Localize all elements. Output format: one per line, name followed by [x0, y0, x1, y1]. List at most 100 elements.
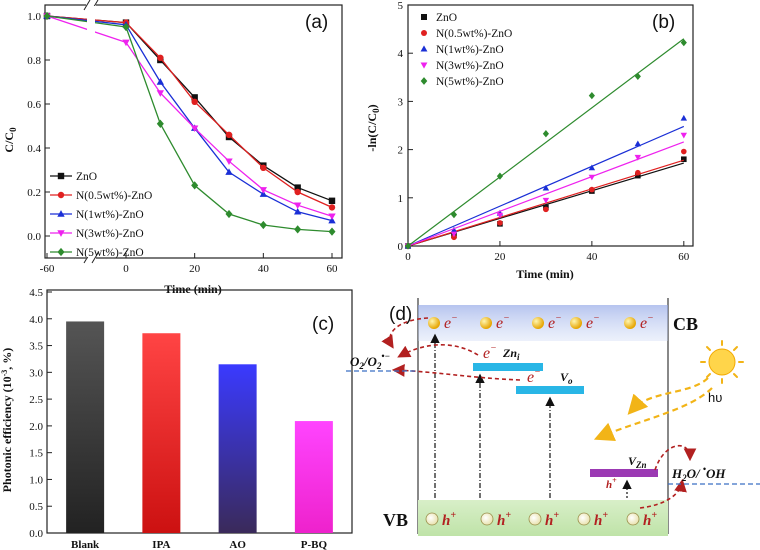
panel-b-y-axis-label: -ln(C/C0) [365, 104, 381, 151]
panel-a-point-2-6 [293, 207, 302, 215]
panel-a-ytick-label-4: 0.8 [27, 55, 41, 67]
zinc-vacancy-level [590, 469, 658, 477]
panel-c-y-axis-label: Photonic efficiency (10-3, %) [0, 348, 14, 493]
panel-a-degradation-plot: 0.0 0.2 0.4 0.6 0.8 1.0 -60 0 20 40 60 ZnO N(0.5wt%… [2, 0, 343, 296]
panel-a-point-1-7 [328, 204, 336, 211]
zn-i-label: Zni [502, 346, 520, 362]
panel-a-ytick-label-5: 1.0 [27, 11, 41, 23]
panel-c-ytick-label-1: 0.5 [29, 501, 43, 513]
o2-superoxide-label: O2/O2•− [350, 351, 390, 371]
panel-a-xtick-label-2: 20 [189, 263, 201, 275]
panel-b-legend-label-3: N(3wt%)-ZnO [436, 60, 504, 72]
hole-label-2: h+ [497, 510, 511, 529]
v-zn-hole: h+ [606, 476, 617, 491]
panel-a-label: (a) [305, 12, 328, 33]
panel-c-ytick-label-2: 1.0 [29, 474, 43, 486]
electron-dot-1 [428, 317, 440, 329]
panel-a-ytick-label-1: 0.2 [27, 187, 41, 199]
panel-b-point-4-0 [404, 242, 412, 250]
panel-c-photonic-efficiency: 0.0 0.5 1.0 1.5 2.0 2.5 3.0 3.5 4.0 4.5 Blank IPA AO… [0, 287, 353, 550]
h2o-hydroxyl-label: H2O/ •OH [671, 464, 726, 483]
electron-label-3: e− [548, 313, 562, 332]
panel-a-point-2-5 [259, 190, 268, 197]
panel-b-legend-label-4: N(5wt%)-ZnO [436, 76, 504, 88]
panel-b-fit-line-3 [407, 141, 685, 247]
electron-label-1: e− [444, 313, 458, 332]
panel-a-point-4-0 [43, 11, 51, 21]
panel-b-point-2-1 [450, 226, 458, 233]
panel-a-break-gap [87, 6, 95, 257]
panel-a-legend-label-2: N(1wt%)-ZnO [76, 209, 144, 221]
panel-a-point-4-1 [122, 22, 130, 32]
panel-b-point-1-5 [635, 169, 641, 176]
panel-a-point-3-1 [122, 39, 130, 47]
panel-c-xtick-label-0: Blank [71, 539, 100, 550]
panel-c-ytick-label-7: 3.5 [29, 341, 43, 353]
panel-c-frame [46, 289, 353, 534]
panel-c-ytick-label-9: 4.5 [29, 287, 43, 299]
panel-b-label: (b) [652, 12, 675, 33]
panel-b-point-2-6 [680, 114, 688, 121]
panel-c-ytick-label-4: 2.0 [29, 421, 43, 433]
panel-a-point-3-2 [156, 90, 165, 97]
electron-dot-2 [480, 317, 492, 329]
panel-b-point-2-5 [634, 140, 642, 147]
panel-a-point-0-7 [328, 197, 336, 204]
panel-b-ytick-label-3: 3 [398, 96, 404, 108]
panel-a-point-1-4 [225, 131, 233, 138]
hole-dot-4 [577, 512, 591, 526]
v-zn-label: VZn [628, 454, 647, 470]
panel-c-ytick-label-6: 3.0 [29, 367, 43, 379]
panel-c-ytick-label-0: 0.0 [29, 528, 43, 540]
panel-d-label: (d) [389, 304, 412, 325]
panel-c-bar-2 [218, 364, 257, 533]
panel-b-point-3-2 [496, 212, 504, 219]
oxygen-vacancy-level [516, 386, 584, 394]
panel-b-kinetics-plot: 0 1 2 3 4 5 0 20 40 60 ZnO N(0.5wt%)-ZnO N(1wt%)-Zn… [365, 0, 694, 281]
panel-c-label: (c) [312, 314, 334, 335]
panel-c-xtick-label-2: AO [229, 539, 246, 550]
panel-a-series-4 [43, 11, 336, 236]
panel-b-point-2-4 [588, 164, 596, 171]
panel-d-mechanism-diagram: CB VB e− e− e− e− e− h+ h+ h+ h+ [346, 298, 760, 536]
hole-dot-1 [425, 512, 439, 526]
panel-b-point-1-6 [681, 148, 687, 155]
panel-a-point-4-7 [328, 227, 336, 236]
v-o-electron: e− [527, 367, 541, 386]
panel-a-point-1-2 [157, 54, 164, 61]
panel-b-point-1-2 [497, 220, 503, 226]
panel-a-point-2-7 [328, 216, 336, 224]
panel-b-xtick-label-3: 60 [678, 251, 690, 263]
panel-a-point-3-4 [225, 158, 233, 166]
panel-a-series-line-3 [125, 42, 333, 217]
cb-label: CB [673, 314, 698, 334]
panel-a-point-4-5 [259, 220, 267, 230]
panel-a-xtick-label-0: -60 [40, 263, 55, 275]
panel-b-point-3-6 [680, 132, 688, 139]
panel-b-point-4-6 [680, 38, 687, 47]
panel-b-point-4-2 [496, 172, 504, 180]
zn-i-electron: e− [483, 343, 497, 362]
hole-dot-5 [626, 512, 640, 526]
panel-b-point-4-4 [588, 91, 595, 100]
panel-b-series-4 [404, 38, 687, 250]
panel-b-x-axis-label: Time (min) [516, 267, 573, 281]
panel-a-point-4-2 [156, 119, 164, 128]
panel-b-point-1-4 [589, 186, 595, 193]
panel-b-ytick-label-1: 1 [398, 193, 404, 205]
panel-b-point-3-3 [542, 197, 550, 204]
light-beam-2 [593, 387, 713, 441]
panel-a-ytick-label-0: 0.0 [27, 231, 41, 243]
panel-a-break-top-mask [86, 0, 96, 10]
panel-a-ytick-label-2: 0.4 [27, 143, 41, 155]
panel-a-point-0-3 [191, 94, 198, 101]
panel-a-point-3-7 [328, 213, 336, 221]
panel-a-point-3-5 [259, 187, 268, 194]
panel-b-legend-marker-3 [420, 62, 428, 69]
electron-label-4: e− [586, 313, 600, 332]
panel-a-xtick-label-4: 60 [327, 263, 339, 275]
panel-a-point-1-6 [294, 188, 301, 196]
panel-a-y-axis-label: C/C0 [2, 127, 18, 153]
panel-b-ytick-label-0: 0 [398, 241, 404, 253]
